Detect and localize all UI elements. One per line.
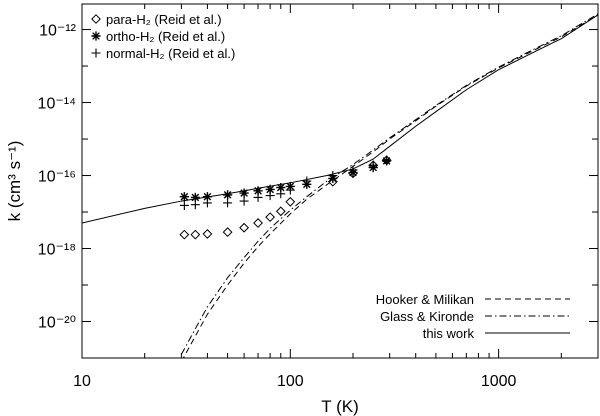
point-asterisk-3 bbox=[223, 190, 233, 200]
x-tick-label: 10 bbox=[73, 373, 91, 390]
plot-lines bbox=[82, 13, 598, 358]
legend-label-dashdot: Glass & Kironde bbox=[380, 309, 474, 324]
point-diamond-7 bbox=[275, 206, 286, 217]
point-asterisk-1 bbox=[190, 192, 200, 203]
point-plus-0 bbox=[179, 200, 189, 210]
legend-label-asterisk: ortho-H₂ (Reid et al.) bbox=[106, 29, 225, 44]
point-plus-12 bbox=[368, 160, 378, 170]
curve-glass-kironde bbox=[180, 13, 598, 355]
y-tick-label: 10⁻²⁰ bbox=[38, 315, 76, 332]
curve-hooker-milikan bbox=[182, 14, 598, 358]
legend-marker-diamond bbox=[91, 14, 101, 24]
point-diamond-1 bbox=[190, 229, 201, 240]
point-asterisk-6 bbox=[265, 184, 275, 194]
point-plus-7 bbox=[276, 189, 286, 199]
legend-label-plus: normal-H₂ (Reid et al.) bbox=[106, 46, 235, 61]
legend-label-diamond: para-H₂ (Reid et al.) bbox=[106, 12, 222, 27]
point-asterisk-2 bbox=[202, 192, 213, 202]
x-axis-title: T (K) bbox=[321, 397, 358, 416]
curve-this-work bbox=[82, 14, 598, 224]
y-tick-label: 10⁻¹² bbox=[39, 23, 77, 40]
point-asterisk-0 bbox=[179, 192, 189, 202]
point-asterisk-4 bbox=[239, 188, 249, 198]
x-tick-label: 100 bbox=[277, 373, 304, 390]
point-diamond-5 bbox=[253, 218, 263, 228]
point-diamond-8 bbox=[285, 196, 296, 207]
legend-label-solid: this work bbox=[423, 326, 475, 341]
y-tick-label: 10⁻¹⁶ bbox=[38, 169, 76, 186]
y-tick-label: 10⁻¹⁴ bbox=[38, 96, 77, 113]
axes: 10 100 1000 10⁻¹² 10⁻¹⁴ 10⁻¹⁶ 10⁻¹⁸ 10⁻²⁰ T (K) k… bbox=[5, 3, 599, 416]
point-diamond-2 bbox=[202, 229, 213, 239]
point-asterisk-5 bbox=[253, 186, 263, 196]
point-plus-8 bbox=[285, 185, 295, 195]
point-diamond-0 bbox=[179, 229, 190, 240]
point-asterisk-7 bbox=[276, 182, 286, 193]
point-plus-13 bbox=[382, 155, 392, 165]
point-plus-9 bbox=[302, 176, 312, 186]
point-plus-6 bbox=[265, 191, 275, 201]
point-diamond-4 bbox=[239, 222, 250, 233]
point-plus-11 bbox=[348, 165, 358, 175]
point-plus-5 bbox=[253, 192, 263, 202]
legend-marker-asterisk bbox=[91, 31, 101, 41]
plot-frame bbox=[81, 3, 599, 359]
x-tick-label: 1000 bbox=[481, 373, 517, 390]
legend: para-H₂ (Reid et al.) ortho-H₂ (Reid et a… bbox=[91, 12, 570, 341]
y-tick-label: 10⁻¹⁸ bbox=[38, 242, 76, 259]
legend-label-dashed: Hooker & Milikan bbox=[376, 292, 474, 307]
point-diamond-3 bbox=[222, 227, 233, 238]
point-plus-3 bbox=[223, 198, 233, 208]
point-plus-2 bbox=[202, 198, 212, 208]
plot-markers bbox=[179, 155, 392, 240]
y-axis-title: k (cm³ s⁻¹) bbox=[5, 141, 24, 222]
point-diamond-6 bbox=[265, 212, 276, 223]
point-plus-10 bbox=[328, 171, 338, 181]
point-plus-1 bbox=[190, 200, 200, 210]
point-plus-4 bbox=[239, 196, 249, 206]
legend-marker-plus bbox=[91, 48, 101, 58]
